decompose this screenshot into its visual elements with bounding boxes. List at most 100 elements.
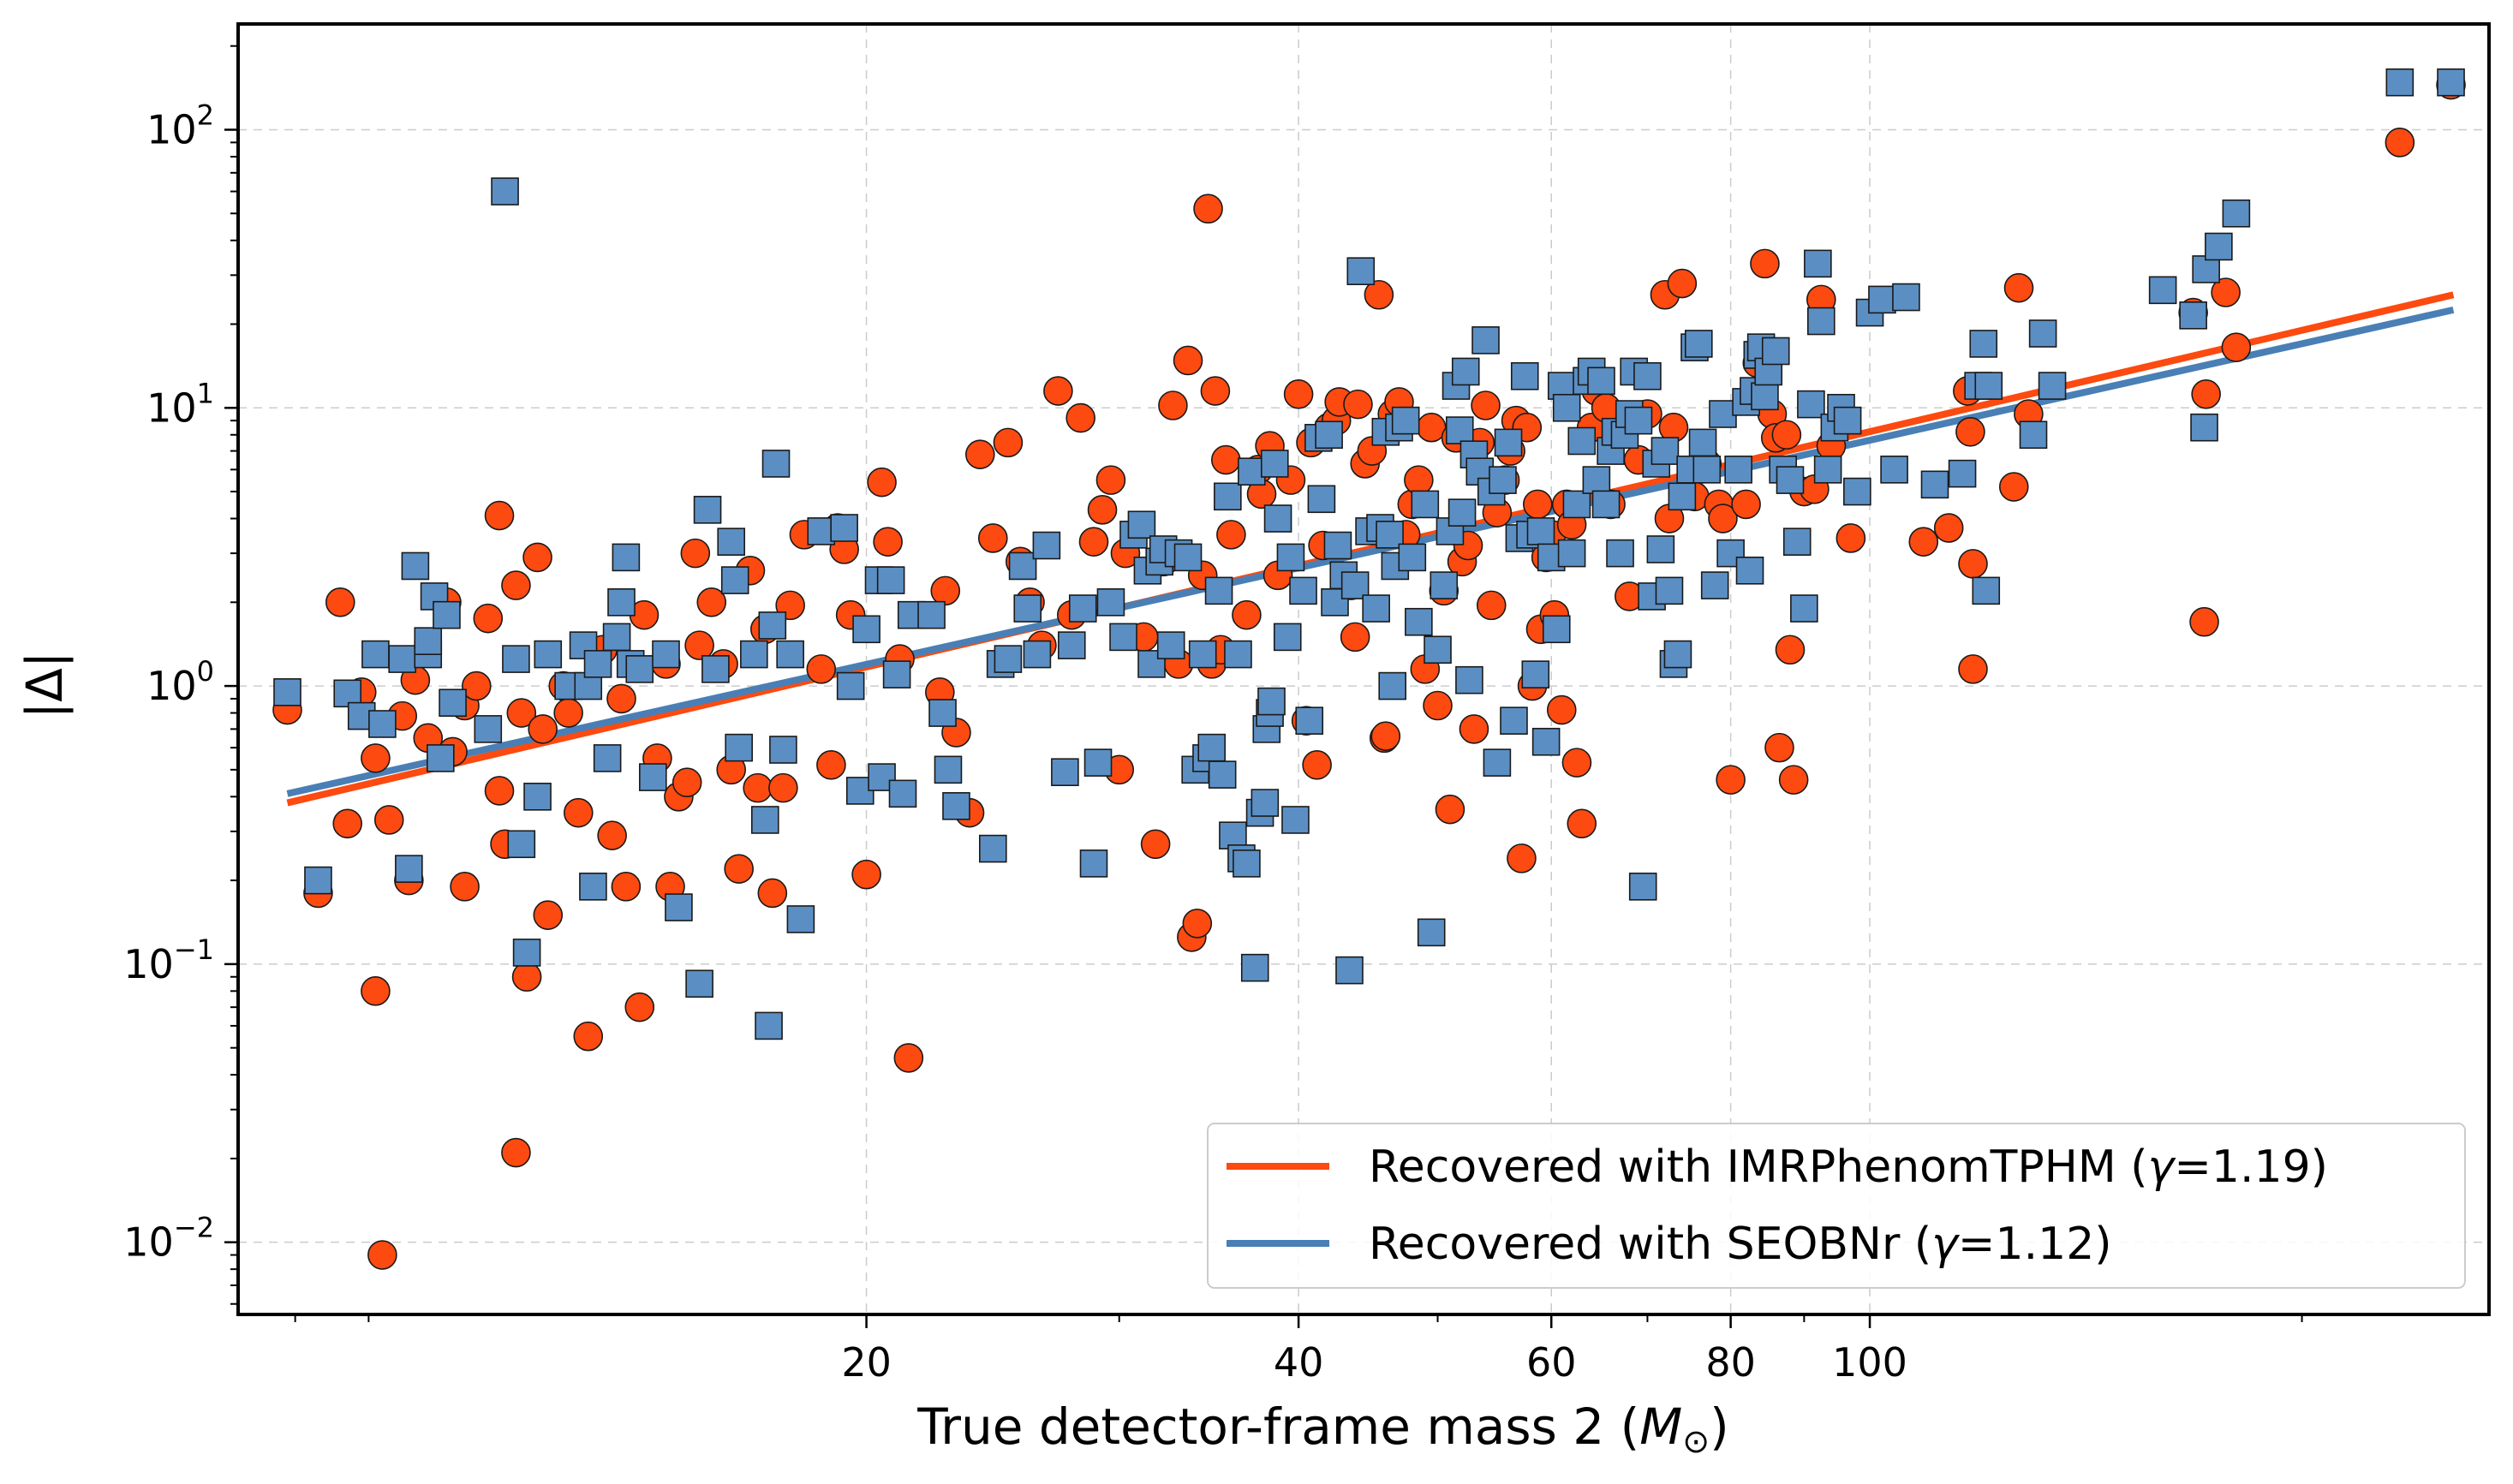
point-seobnr bbox=[2038, 372, 2067, 400]
point-imrphenom bbox=[1908, 527, 1939, 557]
point-seobnr bbox=[1500, 706, 1528, 735]
point-seobnr bbox=[612, 543, 641, 572]
point-imrphenom bbox=[1404, 465, 1434, 495]
point-imrphenom bbox=[501, 1137, 531, 1168]
point-seobnr bbox=[1051, 758, 1079, 787]
point-seobnr bbox=[1471, 326, 1500, 355]
point-imrphenom bbox=[1173, 345, 1203, 376]
point-seobnr bbox=[602, 623, 631, 652]
point-seobnr bbox=[439, 688, 467, 718]
y-tick-exponent: −1 bbox=[174, 933, 214, 966]
point-seobnr bbox=[942, 792, 970, 820]
point-seobnr bbox=[1790, 594, 1818, 623]
point-seobnr bbox=[1668, 482, 1697, 511]
point-seobnr bbox=[1323, 531, 1352, 560]
point-seobnr bbox=[2028, 319, 2057, 348]
point-seobnr bbox=[758, 611, 787, 640]
point-seobnr bbox=[1289, 576, 1317, 605]
point-seobnr bbox=[273, 678, 301, 706]
point-imrphenom bbox=[2191, 379, 2221, 409]
legend-label-imrphenom: Recovered with IMRPhenomTPHM (γ=1.19) bbox=[1369, 1141, 2328, 1193]
point-seobnr bbox=[512, 939, 541, 967]
point-seobnr bbox=[1920, 470, 1949, 499]
y-tick-base: 10 bbox=[123, 1219, 174, 1266]
point-seobnr bbox=[830, 514, 858, 542]
point-seobnr bbox=[1633, 361, 1662, 390]
point-seobnr bbox=[769, 736, 797, 764]
point-imrphenom bbox=[611, 872, 642, 902]
point-seobnr bbox=[395, 855, 423, 883]
point-imrphenom bbox=[1193, 194, 1223, 224]
point-seobnr bbox=[1813, 456, 1842, 484]
point-seobnr bbox=[652, 640, 680, 669]
point-imrphenom bbox=[1775, 635, 1806, 665]
point-imrphenom bbox=[1364, 279, 1394, 310]
point-imrphenom bbox=[501, 570, 531, 600]
point-imrphenom bbox=[2189, 606, 2219, 637]
legend-label-imrphenom-prefix: Recovered with IMRPhenomTPHM ( bbox=[1369, 1141, 2148, 1193]
point-imrphenom bbox=[1423, 690, 1453, 721]
point-seobnr bbox=[607, 588, 636, 617]
point-seobnr bbox=[1688, 428, 1717, 457]
point-imrphenom bbox=[2385, 128, 2415, 158]
y-tick-label: 100 bbox=[146, 655, 214, 709]
point-imrphenom bbox=[573, 1021, 604, 1052]
point-imrphenom bbox=[522, 542, 552, 573]
point-imrphenom bbox=[450, 872, 480, 902]
point-imrphenom bbox=[1216, 520, 1246, 550]
point-seobnr bbox=[1562, 490, 1591, 519]
point-seobnr bbox=[534, 640, 563, 669]
point-seobnr bbox=[1346, 257, 1376, 285]
point-seobnr bbox=[507, 830, 536, 859]
point-imrphenom bbox=[553, 698, 583, 728]
point-seobnr bbox=[1068, 594, 1097, 623]
point-seobnr bbox=[994, 645, 1023, 673]
point-seobnr bbox=[1606, 539, 1634, 568]
point-seobnr bbox=[776, 640, 804, 669]
point-imrphenom bbox=[893, 1043, 924, 1073]
point-seobnr bbox=[1096, 588, 1125, 617]
point-seobnr bbox=[1521, 660, 1550, 688]
point-imrphenom bbox=[484, 500, 515, 531]
x-tick-label: 60 bbox=[1526, 1339, 1577, 1386]
point-seobnr bbox=[917, 600, 946, 629]
point-seobnr bbox=[1624, 406, 1653, 435]
point-imrphenom bbox=[672, 767, 702, 798]
point-imrphenom bbox=[1043, 376, 1073, 406]
point-seobnr bbox=[807, 517, 836, 545]
x-axis-label-end: ) bbox=[1710, 1398, 1729, 1456]
point-imrphenom bbox=[528, 714, 558, 744]
point-seobnr bbox=[388, 645, 417, 673]
point-seobnr bbox=[2437, 68, 2465, 97]
fit-lines bbox=[286, 291, 2455, 807]
legend-label-seobnr-prefix: Recovered with SEOBNr ( bbox=[1369, 1219, 1931, 1270]
point-imrphenom bbox=[768, 772, 798, 803]
point-imrphenom bbox=[696, 587, 727, 617]
point-imrphenom bbox=[1998, 472, 2029, 502]
point-imrphenom bbox=[1140, 829, 1171, 860]
point-seobnr bbox=[1251, 789, 1280, 817]
point-seobnr bbox=[928, 699, 957, 727]
point-imrphenom bbox=[1065, 402, 1095, 433]
y-tick-label: 102 bbox=[146, 98, 214, 152]
point-seobnr bbox=[701, 655, 730, 683]
point-seobnr bbox=[1398, 543, 1427, 572]
point-seobnr bbox=[1260, 450, 1289, 478]
point-seobnr bbox=[720, 566, 749, 594]
point-imrphenom bbox=[851, 859, 881, 890]
point-seobnr bbox=[1032, 531, 1061, 560]
point-seobnr bbox=[876, 566, 905, 594]
point-imrphenom bbox=[1158, 390, 1188, 420]
point-imrphenom bbox=[1200, 376, 1231, 406]
point-imrphenom bbox=[1182, 909, 1213, 939]
point-seobnr bbox=[1127, 510, 1156, 539]
point-seobnr bbox=[852, 615, 880, 644]
point-seobnr bbox=[1797, 390, 1825, 419]
point-imrphenom bbox=[563, 797, 594, 828]
plot-frame bbox=[236, 22, 2491, 1316]
point-seobnr bbox=[1833, 406, 1862, 435]
point-seobnr bbox=[1552, 393, 1581, 422]
point-imrphenom bbox=[1095, 465, 1126, 495]
point-imrphenom bbox=[361, 743, 391, 773]
point-seobnr bbox=[491, 177, 519, 206]
